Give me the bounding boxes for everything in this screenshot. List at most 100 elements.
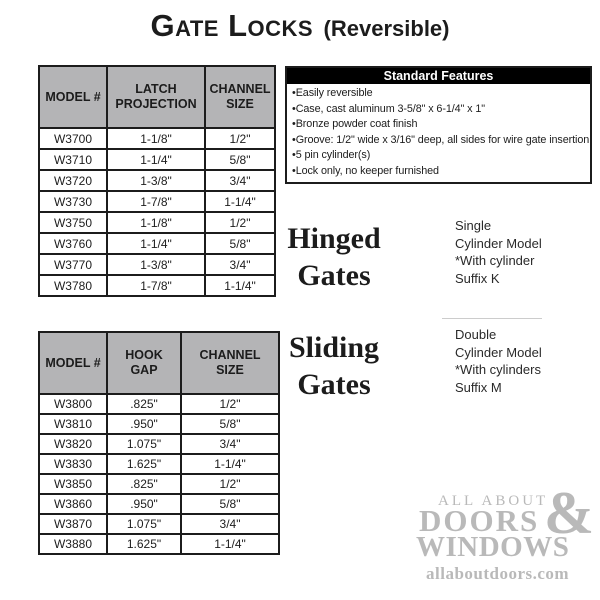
table-cell: 1-3/8" [106, 253, 206, 276]
page-title: Gate Locks (Reversible) [0, 8, 600, 50]
feature-item: Case, cast aluminum 3-5/8" x 6-1/4" x 1" [292, 102, 588, 118]
table-row: W3860 .950" 5/8" [38, 493, 280, 515]
sliding-gates-label: Sliding Gates [281, 329, 387, 403]
logo-line-windows: WINDOWS [416, 531, 570, 563]
table-cell: W3710 [38, 148, 108, 171]
table-cell: 1.075" [106, 513, 182, 535]
table-cell: W3820 [38, 433, 108, 455]
table-cell: W3700 [38, 127, 108, 150]
column-header-latch-projection: LATCH PROJECTION [106, 65, 206, 129]
table-cell: 3/4" [180, 513, 280, 535]
table-row: W3810 .950" 5/8" [38, 413, 280, 435]
table-cell: W3830 [38, 453, 108, 475]
column-header-model: MODEL # [38, 331, 108, 395]
column-header-channel-size: CHANNEL SIZE [204, 65, 276, 129]
table-cell: 1/2" [180, 473, 280, 495]
table-cell: .825" [106, 473, 182, 495]
table-row: W3870 1.075" 3/4" [38, 513, 280, 535]
table-header-row: MODEL # HOOK GAP CHANNEL SIZE [38, 331, 280, 395]
table-cell: W3760 [38, 232, 108, 255]
table-cell: 5/8" [204, 232, 276, 255]
column-header-model: MODEL # [38, 65, 108, 129]
table-cell: 1-1/4" [180, 453, 280, 475]
page-title-main: Gate Locks [150, 8, 314, 43]
table-cell: 5/8" [204, 148, 276, 171]
logo-line-all-about: ALL ABOUT [438, 493, 549, 509]
table-cell: W3720 [38, 169, 108, 192]
single-cylinder-note-line: *With cylinder [455, 253, 535, 268]
table-cell: W3850 [38, 473, 108, 495]
table-cell: W3870 [38, 513, 108, 535]
logo: ALL ABOUT & DOORS WINDOWS allaboutdoors.… [416, 483, 594, 584]
table-row: W3700 1-1/8" 1/2" [38, 127, 276, 150]
table-cell: 1-7/8" [106, 190, 206, 213]
single-cylinder-note-line: Single [455, 218, 492, 233]
standard-features-panel: Standard Features Easily reversible Case… [285, 66, 592, 184]
standard-features-header: Standard Features [287, 68, 590, 84]
table-row: W3710 1-1/4" 5/8" [38, 148, 276, 171]
table-cell: 1.075" [106, 433, 182, 455]
standard-features-list: Easily reversible Case, cast aluminum 3-… [287, 86, 590, 179]
table-row: W3730 1-7/8" 1-1/4" [38, 190, 276, 213]
table-row: W3770 1-3/8" 3/4" [38, 253, 276, 276]
feature-item: Easily reversible [292, 86, 588, 102]
table-cell: 1-1/4" [180, 533, 280, 555]
double-cylinder-note-line: Double [455, 327, 497, 342]
column-header-channel-size: CHANNEL SIZE [180, 331, 280, 395]
table-cell: 1-7/8" [106, 274, 206, 297]
table-row: W3830 1.625" 1-1/4" [38, 453, 280, 475]
table-row: W3750 1-1/8" 1/2" [38, 211, 276, 234]
hinged-gates-table: MODEL # LATCH PROJECTION CHANNEL SIZE W3… [38, 65, 276, 297]
table-cell: 1/2" [180, 393, 280, 415]
table-cell: 3/4" [180, 433, 280, 455]
double-cylinder-note-line: Suffix M [455, 379, 502, 395]
table-cell: 1-1/4" [204, 274, 276, 297]
table-header-row: MODEL # LATCH PROJECTION CHANNEL SIZE [38, 65, 276, 129]
table-row: W3760 1-1/4" 5/8" [38, 232, 276, 255]
double-cylinder-note-line: Cylinder Model [455, 344, 542, 360]
table-row: W3780 1-7/8" 1-1/4" [38, 274, 276, 297]
logo-website: allaboutdoors.com [426, 564, 570, 583]
hinged-gates-label-line2: Gates [297, 259, 371, 292]
table-cell: W3800 [38, 393, 108, 415]
table-cell: 1-1/4" [204, 190, 276, 213]
table-cell: 1-1/4" [106, 148, 206, 171]
table-cell: 3/4" [204, 169, 276, 192]
single-cylinder-note-line: Suffix K [455, 270, 500, 286]
note-divider [442, 318, 542, 319]
table-cell: W3730 [38, 190, 108, 213]
double-cylinder-note-line: *With cylinders [455, 362, 541, 377]
table-cell: W3810 [38, 413, 108, 435]
table-cell: 1-1/8" [106, 211, 206, 234]
table-cell: .950" [106, 413, 182, 435]
table-row: W3800 .825" 1/2" [38, 393, 280, 415]
single-cylinder-note-line: Cylinder Model [455, 235, 542, 251]
table-cell: 3/4" [204, 253, 276, 276]
logo-line-doors: DOORS [419, 503, 540, 538]
table-cell: 1.625" [106, 533, 182, 555]
table-cell: W3860 [38, 493, 108, 515]
table-cell: 1/2" [204, 211, 276, 234]
table-row: W3850 .825" 1/2" [38, 473, 280, 495]
double-cylinder-note: Double Cylinder Model *With cylinders Su… [455, 326, 542, 396]
table-cell: 5/8" [180, 493, 280, 515]
column-header-hook-gap: HOOK GAP [106, 331, 182, 395]
table-row: W3880 1.625" 1-1/4" [38, 533, 280, 555]
table-cell: 1/2" [204, 127, 276, 150]
feature-item: Bronze powder coat finish [292, 117, 588, 133]
table-cell: 1-1/4" [106, 232, 206, 255]
table-cell: W3880 [38, 533, 108, 555]
table-cell: 1-3/8" [106, 169, 206, 192]
table-cell: W3750 [38, 211, 108, 234]
table-cell: .950" [106, 493, 182, 515]
ampersand-glyph: & [544, 480, 594, 546]
table-cell: W3770 [38, 253, 108, 276]
page-title-qualifier: (Reversible) [323, 16, 450, 41]
table-row: W3820 1.075" 3/4" [38, 433, 280, 455]
table-cell: 1-1/8" [106, 127, 206, 150]
table-row: W3720 1-3/8" 3/4" [38, 169, 276, 192]
hinged-gates-label: Hinged Gates [281, 220, 387, 294]
feature-item: Lock only, no keeper furnished [292, 164, 588, 180]
hinged-gates-label-line1: Hinged [287, 222, 381, 255]
